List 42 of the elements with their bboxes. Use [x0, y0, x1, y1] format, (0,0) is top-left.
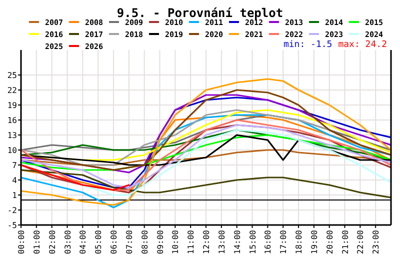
x-tick-label: 12:00 [202, 230, 211, 254]
x-tick-label: 22:00 [356, 230, 366, 254]
x-tick-label: 21:00 [340, 230, 350, 254]
y-tick-label: 22 [7, 86, 18, 95]
x-tick-label: 15:00 [248, 230, 258, 254]
y-tick-label: 1 [12, 191, 18, 200]
x-tick-label: 08:00 [140, 230, 150, 254]
x-tick-label: 10:00 [171, 230, 180, 254]
line-series [21, 78, 391, 206]
chart-title: 9.5. - Porovnání teplot [116, 6, 284, 20]
line-series [21, 169, 391, 198]
y-tick-label: 10 [7, 146, 18, 155]
x-tick-label: 19:00 [310, 230, 319, 254]
y-tick-label: 4 [12, 176, 18, 185]
y-tick-label: 7 [12, 161, 18, 170]
x-tick-label: 23:00 [372, 230, 381, 254]
x-tick-label: 13:00 [217, 230, 226, 254]
x-tick-label: 16:00 [264, 230, 273, 254]
x-tick-label: 17:00 [279, 230, 288, 254]
y-tick-label: -2 [7, 206, 18, 215]
x-tick-label: 04:00 [78, 230, 88, 254]
x-tick-label: 06:00 [110, 230, 118, 254]
x-tick-label: 00:00 [17, 230, 26, 254]
y-tick-label: 25 [7, 71, 18, 80]
x-tick-label: 01:00 [32, 230, 42, 254]
x-tick-label: 20:00 [325, 230, 334, 254]
x-tick-label: 03:00 [63, 230, 72, 254]
x-tick-label: 09:00 [156, 230, 165, 254]
line-series [21, 114, 391, 208]
x-tick-label: 05:00 [94, 230, 104, 254]
y-tick-label: 19 [7, 101, 18, 110]
y-tick-label: 16 [7, 116, 18, 125]
y-tick-label: -5 [7, 221, 18, 230]
line-series [21, 164, 130, 191]
annotation: max: 24.2 [338, 40, 387, 50]
y-tick-label: 13 [7, 131, 18, 140]
annotation: min: -1.5 [283, 40, 332, 50]
x-tick-label: 14:00 [232, 230, 242, 254]
x-tick-label: 11:00 [186, 230, 196, 254]
x-tick-label: 18:00 [294, 230, 304, 254]
x-tick-label: 02:00 [48, 230, 57, 254]
x-tick-label: 07:00 [124, 230, 134, 254]
